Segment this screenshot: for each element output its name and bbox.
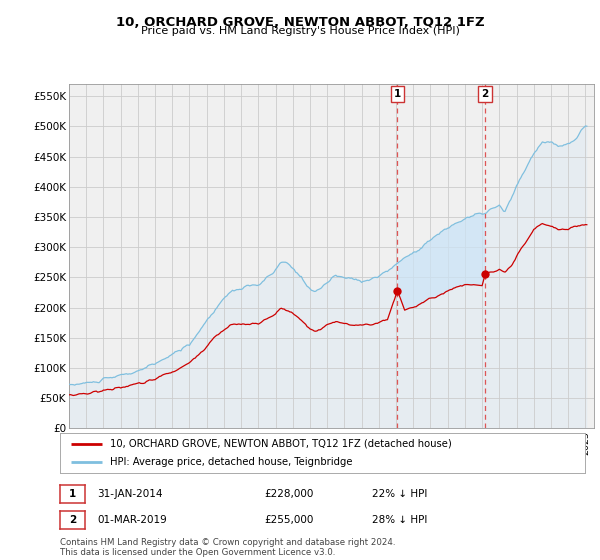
- Text: 22% ↓ HPI: 22% ↓ HPI: [372, 489, 427, 499]
- Text: Price paid vs. HM Land Registry's House Price Index (HPI): Price paid vs. HM Land Registry's House …: [140, 26, 460, 36]
- Text: 28% ↓ HPI: 28% ↓ HPI: [372, 515, 427, 525]
- Text: 1: 1: [394, 89, 401, 99]
- Text: Contains HM Land Registry data © Crown copyright and database right 2024.
This d: Contains HM Land Registry data © Crown c…: [60, 538, 395, 557]
- Text: £228,000: £228,000: [264, 489, 313, 499]
- Text: 1: 1: [69, 489, 76, 499]
- Text: HPI: Average price, detached house, Teignbridge: HPI: Average price, detached house, Teig…: [110, 458, 352, 467]
- Text: 2: 2: [481, 89, 488, 99]
- Text: 10, ORCHARD GROVE, NEWTON ABBOT, TQ12 1FZ: 10, ORCHARD GROVE, NEWTON ABBOT, TQ12 1F…: [116, 16, 484, 29]
- Text: 10, ORCHARD GROVE, NEWTON ABBOT, TQ12 1FZ (detached house): 10, ORCHARD GROVE, NEWTON ABBOT, TQ12 1F…: [110, 439, 452, 449]
- Text: 2: 2: [69, 515, 76, 525]
- Text: 01-MAR-2019: 01-MAR-2019: [97, 515, 167, 525]
- Text: £255,000: £255,000: [264, 515, 313, 525]
- Text: 31-JAN-2014: 31-JAN-2014: [97, 489, 163, 499]
